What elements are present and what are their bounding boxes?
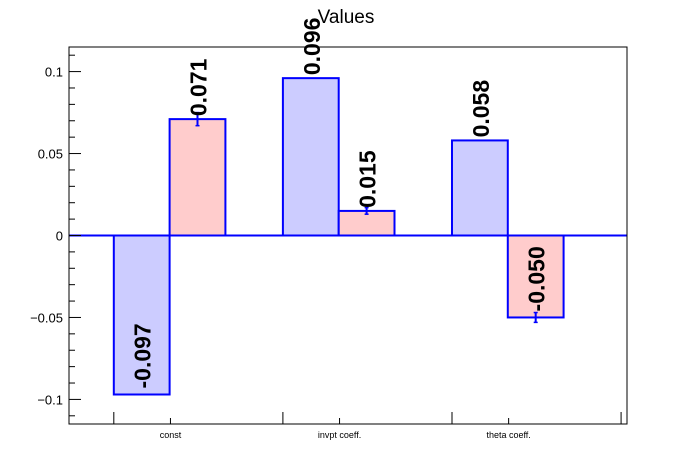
data-label: -0.097 [130, 323, 156, 388]
y-tick-label: −0.05 [30, 310, 63, 325]
bar-theta-coeff--s1 [450, 139, 509, 237]
data-label: 0.071 [186, 58, 212, 116]
x-tick-label: const [160, 430, 182, 440]
y-tick-label: 0 [56, 229, 63, 244]
data-label: 0.015 [355, 150, 381, 208]
x-tick-label: invpt coeff. [318, 430, 361, 440]
y-tick-label: 0.1 [45, 65, 63, 80]
y-tick-label: 0.05 [38, 147, 63, 162]
y-tick-label: −0.1 [37, 392, 63, 407]
data-label: 0.096 [299, 18, 325, 76]
bar-const-s2 [168, 118, 227, 237]
chart-title: Values [318, 7, 375, 28]
data-label: 0.058 [468, 80, 494, 138]
bar-const-s1 [112, 234, 171, 396]
x-tick-label: theta coeff. [486, 430, 530, 440]
data-label: -0.050 [524, 246, 550, 311]
bar-invpt-coeff--s2 [337, 209, 396, 237]
bar-invpt-coeff--s1 [281, 77, 340, 237]
